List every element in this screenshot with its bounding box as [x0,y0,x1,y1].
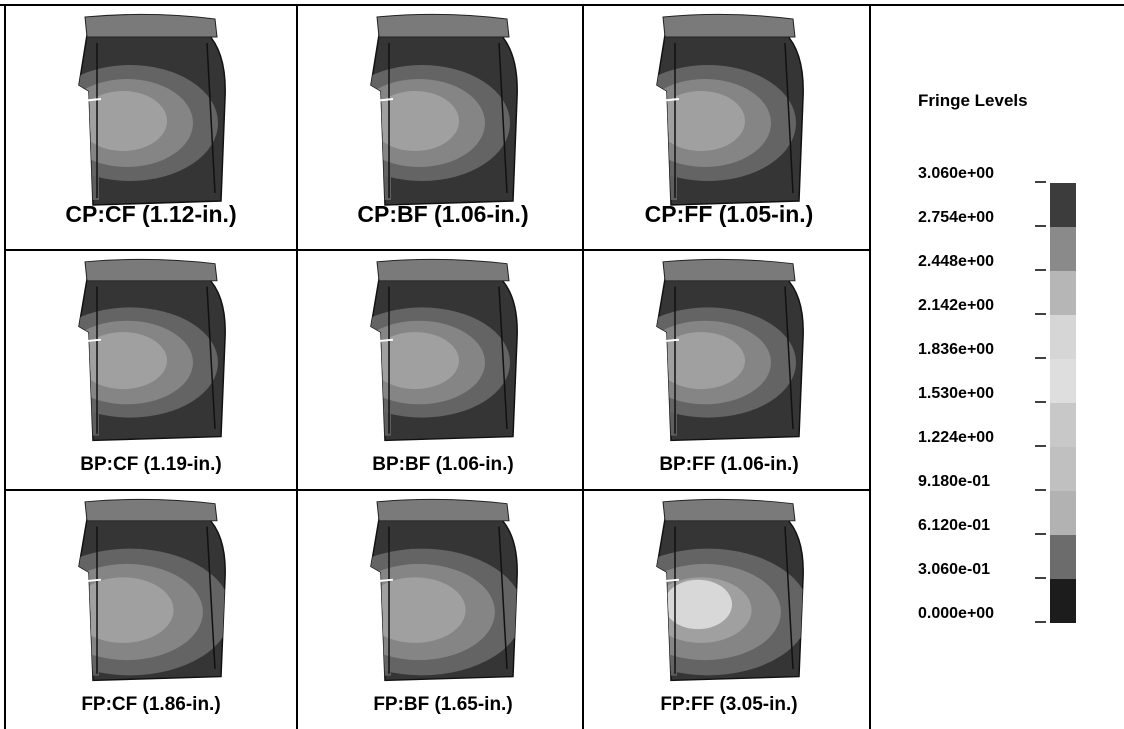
contours [371,548,518,676]
part-top [662,13,796,38]
legend-swatch [1050,271,1076,315]
crack [372,98,394,102]
legend-swatch [1050,579,1076,623]
contour [657,332,745,390]
panel-caption: BP:FF (1.06-in.) [659,454,798,475]
crack [658,338,680,343]
crack [658,578,680,583]
legend-swatch [1050,491,1076,535]
legend-level: 9.180e-01 [918,473,990,490]
fe-part [78,13,226,206]
contour [79,332,167,390]
legend-swatch [1050,315,1076,359]
legend-level: 3.060e+00 [918,165,994,182]
edge [96,526,216,674]
legend-swatch [1050,403,1076,447]
fe-part [78,498,226,682]
legend-swatch [1050,447,1076,491]
legend-level: 2.754e+00 [918,209,994,226]
legend-title: Fringe Levels [918,91,1028,110]
edge [674,286,794,434]
legend-level: 1.530e+00 [918,385,994,402]
edge [388,286,508,434]
legend-level: 3.060e-01 [918,561,990,578]
contour [79,577,174,643]
crack [80,338,102,343]
panel-caption: CP:FF (1.05-in.) [645,201,814,227]
part-top [376,258,510,282]
legend-level: 1.224e+00 [918,429,994,446]
fe-part [656,258,804,442]
legend-swatch [1050,183,1076,227]
panel-caption: CP:BF (1.06-in.) [357,201,528,227]
edge [96,42,216,198]
legend-level: 1.836e+00 [918,341,994,358]
fe-part [370,498,518,682]
panel-caption: FP:FF (3.05-in.) [660,694,797,715]
crack [80,578,102,583]
part-top [84,258,218,282]
edge [674,42,794,198]
crack [372,338,394,343]
legend-level: 2.142e+00 [918,297,994,314]
contours [79,548,226,676]
panel-caption: FP:BF (1.65-in.) [373,694,512,715]
part-top [376,498,510,522]
legend-level: 0.000e+00 [918,605,994,622]
panel-caption: BP:BF (1.06-in.) [372,454,513,475]
fe-part [370,13,518,206]
edge [388,526,508,674]
crack [80,98,102,102]
edge [388,42,508,198]
part-top [376,13,510,38]
contour [664,579,732,630]
contour [79,91,167,151]
legend-swatch [1050,359,1076,403]
fe-part [78,258,226,442]
panel-caption: CP:CF (1.12-in.) [65,201,236,227]
panel-caption: BP:CF (1.19-in.) [80,454,221,475]
edge [674,526,794,674]
fe-part [656,13,804,206]
part-top [84,13,218,38]
part-top [84,498,218,522]
contour [371,332,459,390]
crack [372,578,394,583]
panel-caption: FP:CF (1.86-in.) [81,694,220,715]
contour [371,91,459,151]
contour [371,577,466,643]
edge [96,286,216,434]
fe-part [370,258,518,442]
legend-level: 2.448e+00 [918,253,994,270]
contours [657,548,804,676]
fe-part [656,498,804,682]
legend-level: 6.120e-01 [918,517,990,534]
contour [657,91,745,151]
part-top [662,498,796,522]
legend-swatch [1050,535,1076,579]
part-top [662,258,796,282]
legend-swatch [1050,227,1076,271]
crack [658,98,680,102]
